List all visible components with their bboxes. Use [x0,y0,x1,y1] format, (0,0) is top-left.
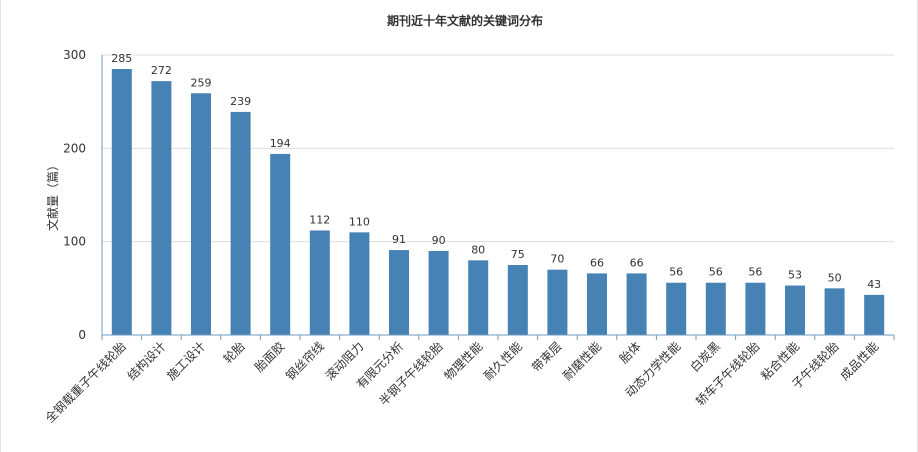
bar[interactable] [705,282,726,335]
bar[interactable] [270,153,291,335]
bar[interactable] [864,294,885,335]
data-label: 56 [748,266,762,279]
data-label: 53 [788,269,802,282]
x-tick-label: 白炭黑 [687,339,723,375]
data-label: 66 [630,256,644,269]
bars [111,69,885,336]
data-label: 80 [471,243,485,256]
bar[interactable] [468,260,489,335]
bar[interactable] [151,81,172,335]
x-tick-label: 全钢载重子午线轮胎 [42,339,129,426]
x-tick-label: 物理性能 [441,339,485,383]
data-label: 43 [867,278,881,291]
data-label: 90 [432,234,446,247]
data-label: 239 [230,95,251,108]
x-tick-label: 耐磨性能 [560,339,604,383]
bar[interactable] [745,282,766,335]
grid-lines [102,54,894,243]
data-label: 259 [191,76,212,89]
bar[interactable] [626,273,647,335]
x-tick-label: 施工设计 [164,339,208,383]
bar[interactable] [389,250,409,335]
y-tick-label: 0 [78,328,86,342]
bar[interactable] [191,93,211,336]
data-label: 112 [309,213,330,226]
data-label: 110 [349,215,370,228]
data-label: 56 [669,266,683,279]
bar[interactable] [507,265,528,335]
bar[interactable] [428,251,449,335]
chart-title: 期刊近十年文献的关键词分布 [387,13,543,28]
data-label: 91 [392,233,406,246]
bar[interactable] [111,69,132,335]
x-tick-label: 胎面胶 [251,339,287,375]
bar[interactable] [666,282,687,335]
x-tick-label: 轮胎 [221,339,248,366]
bar[interactable] [309,230,330,335]
bar[interactable] [230,111,251,335]
y-tick-label: 200 [63,141,86,155]
bar[interactable] [824,288,845,335]
bar[interactable] [587,273,607,335]
data-label: 70 [550,253,564,266]
axes [101,55,895,340]
x-tick-label: 钢丝帘线 [282,339,327,384]
x-tick-label: 成品性能 [837,339,881,383]
y-axis-label: 文献量（篇） [45,159,60,231]
data-label: 272 [151,64,172,77]
bar[interactable] [785,285,805,335]
data-label: 285 [111,52,132,65]
data-label: 66 [590,256,604,269]
y-tick-label: 100 [63,235,86,249]
x-tick-label: 带束层 [529,339,564,374]
x-tick-label: 结构设计 [124,339,169,384]
x-tick-label: 胎体 [617,339,644,366]
bar[interactable] [547,269,568,335]
data-label: 75 [511,248,525,261]
bar[interactable] [349,232,370,335]
data-label: 50 [828,271,842,284]
y-tick-label: 300 [63,48,86,62]
x-tick-label: 耐久性能 [481,339,525,383]
data-label: 194 [270,137,291,150]
data-label: 56 [709,266,723,279]
